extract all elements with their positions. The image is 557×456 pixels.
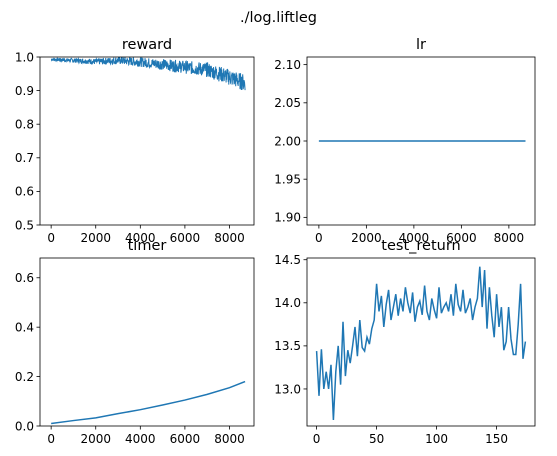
y-tick-label: 2.05 [274,96,301,110]
y-tick-label: 0.0 [15,419,34,433]
x-tick-label: 2000 [80,231,111,245]
subplot-3: test_return 0 50 100 150 13.0 13.5 14.0 14.5 [274,238,536,446]
y-tick-label: 14.0 [274,296,301,310]
axes-frame [39,257,255,427]
series-line [50,57,246,91]
y-tick-label: 1.0 [15,50,34,64]
x-tick-label: 8000 [494,231,525,245]
subplot-title: reward [122,37,172,53]
y-tick-label: 1.90 [274,211,301,225]
x-tick-label: 2000 [80,432,111,446]
subplot-2: timer 0 2000 4000 6000 8000 0.0 0.2 0.4 0.6 [15,238,255,446]
subplot-title: test_return [381,238,460,254]
y-tick-label: 1.95 [274,172,301,186]
x-tick-label: 150 [485,432,508,446]
x-tick-label: 100 [425,432,448,446]
y-tick-label: 0.6 [15,185,34,199]
x-tick-label: 50 [369,432,384,446]
y-tick-label: 13.5 [274,339,301,353]
series-line [51,380,246,425]
y-tick-label: 0.6 [15,271,34,285]
x-tick-label: 4000 [125,231,156,245]
x-tick-label: 8000 [214,432,245,446]
y-tick-label: 2.00 [274,134,301,148]
x-tick-label: 6000 [170,432,201,446]
axes-frame [306,257,536,427]
y-tick-label: 0.5 [15,218,34,232]
y-tick-label: 14.5 [274,253,301,267]
y-tick-label: 0.7 [15,151,34,165]
x-tick-label: 0 [315,231,323,245]
x-tick-label: 4000 [125,432,156,446]
subplot-title: timer [128,238,167,254]
x-tick-label: 0 [313,432,321,446]
figure-suptitle: ./log.liftleg [240,10,317,26]
subplot-1: lr 0 2000 4000 6000 8000 1.90 1.95 2.00 2.05 2.10 [274,37,536,245]
x-tick-label: 6000 [170,231,201,245]
y-tick-label: 0.2 [15,370,34,384]
axes-frame [39,56,255,226]
x-tick-label: 0 [47,231,55,245]
subplot-title: lr [416,37,426,53]
x-tick-label: 4000 [399,231,430,245]
y-tick-label: 0.9 [15,84,34,98]
x-tick-label: 6000 [446,231,477,245]
y-tick-label: 0.4 [15,320,34,334]
subplot-0: reward 0 2000 4000 6000 8000 0.5 0.6 0.7 0.8 0.9 1.… [15,37,255,245]
x-tick-label: 2000 [351,231,382,245]
x-tick-label: 0 [47,432,55,446]
y-tick-label: 2.10 [274,58,301,72]
y-tick-label: 13.0 [274,382,301,396]
x-tick-label: 8000 [214,231,245,245]
y-tick-label: 0.8 [15,118,34,132]
series-line [315,266,527,421]
